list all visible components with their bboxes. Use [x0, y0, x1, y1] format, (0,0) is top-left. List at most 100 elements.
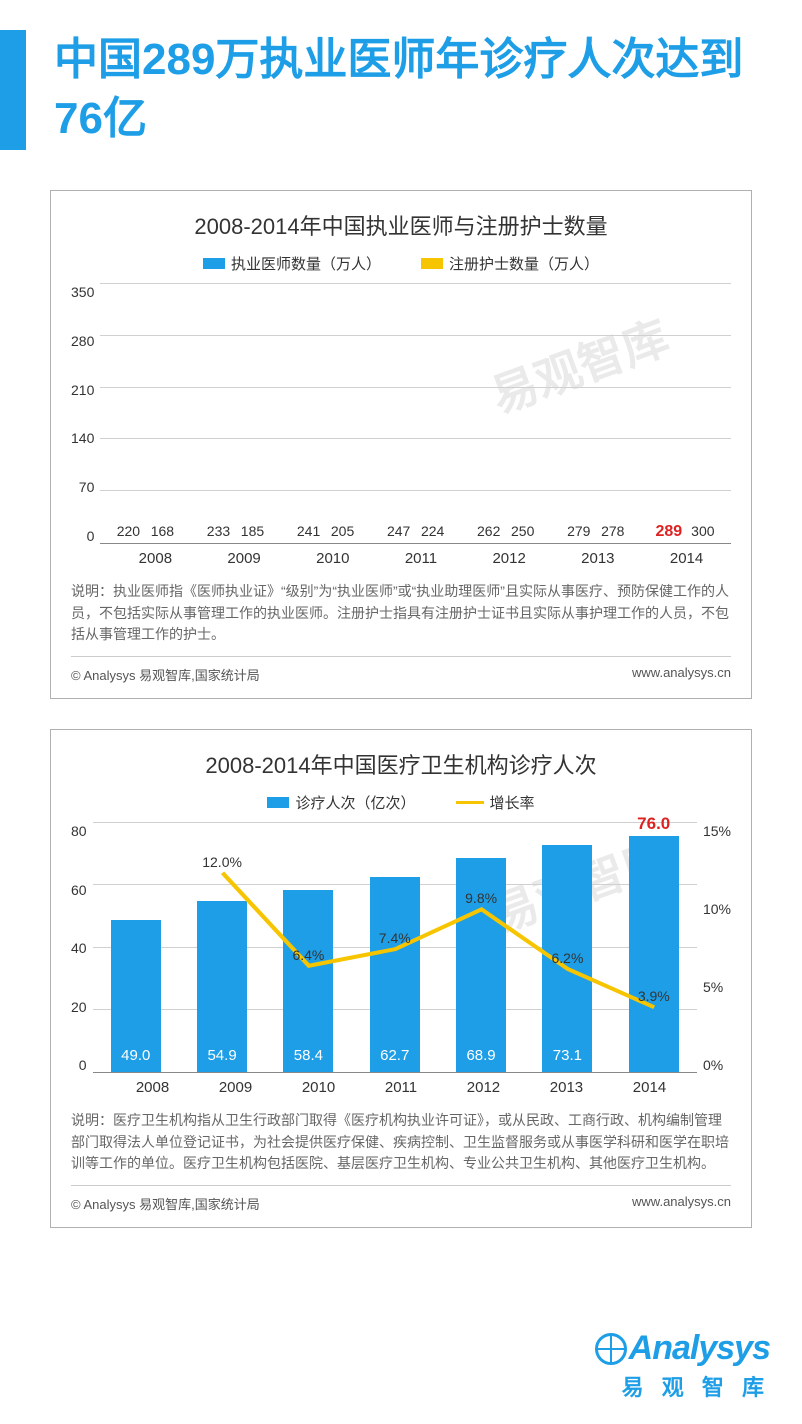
chart2-plot: 80 60 40 20 0 49.0 54.9 58.4 62.7 68.9 73.1 76.0 12… [71, 823, 731, 1073]
legend-swatch [203, 258, 225, 269]
ytick-right: 5% [703, 979, 723, 995]
ytick-right: 15% [703, 823, 731, 839]
xtick: 2008 [139, 550, 172, 567]
xtick: 2010 [302, 1079, 335, 1096]
chart1-source: © Analysys 易观智库,国家统计局 www.analysys.cn [71, 665, 731, 684]
brand-cn: 易 观 智 库 [595, 1370, 770, 1402]
bar-value-label: 205 [331, 523, 354, 539]
bar-value-label: 300 [691, 523, 714, 539]
growth-rate-label: 12.0% [202, 854, 242, 870]
bar-value-label: 185 [241, 523, 264, 539]
legend-line [456, 801, 484, 804]
source-right: www.analysys.cn [632, 665, 731, 684]
chart2-plot-area: 49.0 54.9 58.4 62.7 68.9 73.1 76.0 12.0% 6.4% 7.4… [93, 823, 697, 1073]
bar-value-label: 54.9 [207, 1047, 236, 1064]
growth-rate-label: 6.4% [292, 947, 324, 963]
header-accent-bar [0, 30, 26, 150]
ytick: 70 [79, 479, 95, 495]
chart1-legend: 执业医师数量（万人） 注册护士数量（万人） [71, 253, 731, 274]
bar-value-label: 289 [656, 523, 683, 541]
bar-value-label: 58.4 [294, 1047, 323, 1064]
brand-en: Analysys [595, 1329, 770, 1368]
source-right: www.analysys.cn [632, 1194, 731, 1213]
xtick: 2012 [492, 550, 525, 567]
ytick: 0 [87, 528, 95, 544]
ytick: 210 [71, 382, 94, 398]
ytick-left: 80 [71, 823, 87, 839]
bar-visits: 62.7 [370, 877, 420, 1072]
growth-rate-label: 6.2% [551, 950, 583, 966]
bar-value-label: 247 [387, 523, 410, 539]
brand-logo: Analysys 易 观 智 库 [595, 1329, 770, 1402]
xtick: 2012 [467, 1079, 500, 1096]
legend-label: 诊疗人次（亿次） [295, 792, 415, 813]
chart-visits: 易观智库 2008-2014年中国医疗卫生机构诊疗人次 诊疗人次（亿次） 增长率… [50, 729, 752, 1228]
chart2-source: © Analysys 易观智库,国家统计局 www.analysys.cn [71, 1194, 731, 1213]
bar-value-label: 224 [421, 523, 444, 539]
chart1-note: 说明：执业医师指《医师执业证》“级别”为“执业医师”或“执业助理医师”且实际从事… [71, 581, 731, 657]
chart1-title: 2008-2014年中国执业医师与注册护士数量 [71, 209, 731, 241]
chart2-legend: 诊疗人次（亿次） 增长率 [71, 792, 731, 813]
xtick: 2009 [227, 550, 260, 567]
legend-item-growth: 增长率 [456, 792, 535, 813]
ytick: 350 [71, 284, 94, 300]
chart2-yaxis-right: 15% 10% 5% 0% [697, 823, 731, 1073]
bar-value-label: 279 [567, 523, 590, 539]
xtick: 2011 [405, 550, 437, 567]
chart1-plot: 350 280 210 140 70 0 220 168 233 185 241 205 247 224… [71, 284, 731, 544]
legend-item-visits: 诊疗人次（亿次） [267, 792, 415, 813]
bar-visits: 76.0 [629, 836, 679, 1073]
growth-rate-label: 7.4% [379, 930, 411, 946]
legend-swatch [267, 797, 289, 808]
ytick-left: 40 [71, 940, 87, 956]
bar-value-label: 241 [297, 523, 320, 539]
chart-doctors-nurses: 易观智库 2008-2014年中国执业医师与注册护士数量 执业医师数量（万人） … [50, 190, 752, 699]
page-title: 中国289万执业医师年诊疗人次达到76亿 [54, 30, 752, 149]
bar-value-label: 168 [151, 523, 174, 539]
legend-item-doctors: 执业医师数量（万人） [203, 253, 381, 274]
chart2-title: 2008-2014年中国医疗卫生机构诊疗人次 [71, 748, 731, 780]
chart1-yaxis: 350 280 210 140 70 0 [71, 284, 100, 544]
ytick-left: 0 [79, 1057, 87, 1073]
chart2-xaxis: 2008 2009 2010 2011 2012 2013 2014 [111, 1079, 691, 1096]
legend-label: 增长率 [490, 792, 535, 813]
growth-rate-label: 3.9% [638, 988, 670, 1004]
chart2-yaxis-left: 80 60 40 20 0 [71, 823, 93, 1073]
xtick: 2013 [581, 550, 614, 567]
legend-label: 注册护士数量（万人） [449, 253, 599, 274]
page-header: 中国289万执业医师年诊疗人次达到76亿 [0, 0, 802, 170]
bar-value-label: 278 [601, 523, 624, 539]
bar-value-label: 73.1 [553, 1047, 582, 1064]
chart1-xaxis: 2008200920102011201220132014 [111, 550, 731, 567]
bar-value-label: 68.9 [466, 1047, 495, 1064]
bar-value-label: 220 [117, 523, 140, 539]
ytick: 280 [71, 333, 94, 349]
legend-item-nurses: 注册护士数量（万人） [421, 253, 599, 274]
ytick: 140 [71, 430, 94, 446]
ytick-right: 0% [703, 1057, 723, 1073]
ytick-right: 10% [703, 901, 731, 917]
bar-highlight-label: 76.0 [637, 814, 670, 834]
xtick: 2013 [550, 1079, 583, 1096]
legend-label: 执业医师数量（万人） [231, 253, 381, 274]
xtick: 2008 [136, 1079, 169, 1096]
bar-value-label: 233 [207, 523, 230, 539]
source-left: © Analysys 易观智库,国家统计局 [71, 1194, 260, 1213]
ytick-left: 20 [71, 999, 87, 1015]
chart2-note: 说明：医疗卫生机构指从卫生行政部门取得《医疗机构执业许可证》，或从民政、工商行政… [71, 1110, 731, 1186]
bar-value-label: 262 [477, 523, 500, 539]
bar-value-label: 250 [511, 523, 534, 539]
ytick-left: 60 [71, 882, 87, 898]
bar-visits: 58.4 [283, 890, 333, 1072]
chart1-plot-area: 220 168 233 185 241 205 247 224 262 250 279 278 289 3… [100, 284, 731, 544]
bar-value-label: 49.0 [121, 1047, 150, 1064]
xtick: 2014 [633, 1079, 666, 1096]
xtick: 2011 [385, 1079, 417, 1096]
xtick: 2009 [219, 1079, 252, 1096]
legend-swatch [421, 258, 443, 269]
xtick: 2010 [316, 550, 349, 567]
globe-icon [595, 1333, 627, 1365]
growth-rate-label: 9.8% [465, 890, 497, 906]
bar-visits: 49.0 [111, 920, 161, 1073]
bar-visits: 54.9 [197, 901, 247, 1072]
